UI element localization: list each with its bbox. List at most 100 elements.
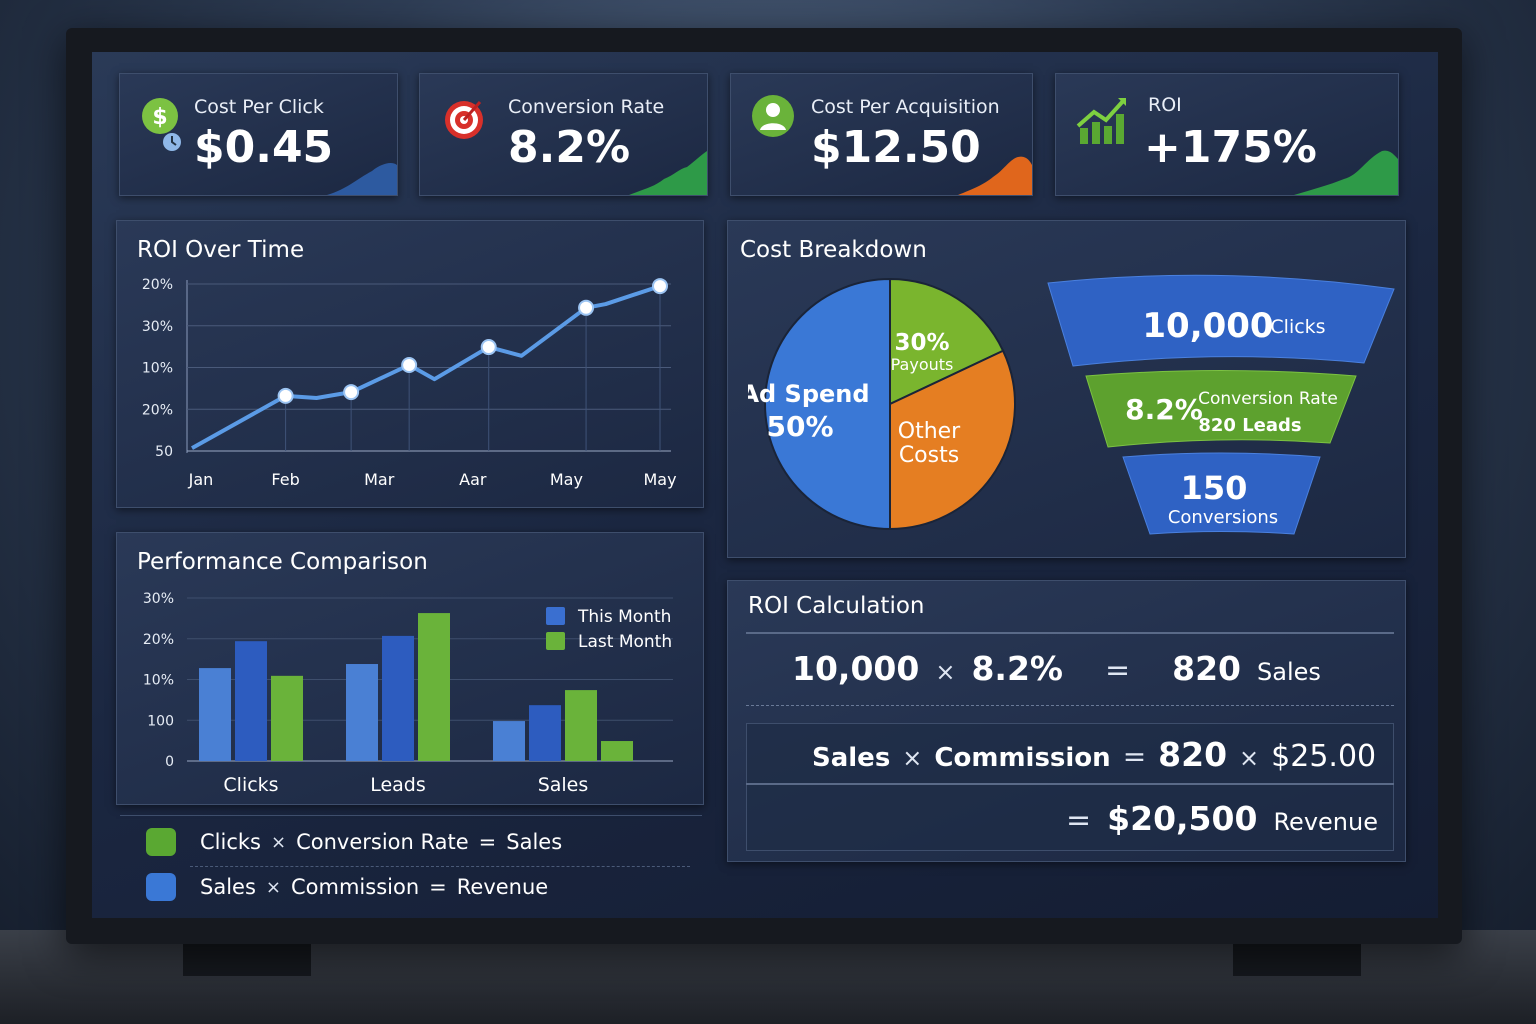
times-operator: × — [270, 831, 287, 853]
calc-term: Sales — [812, 743, 891, 773]
calc-unit: Sales — [1257, 658, 1321, 686]
equals-operator: = — [429, 875, 447, 899]
calc-term: 820 — [1172, 649, 1242, 688]
x-tick-label: May — [643, 470, 676, 489]
calc-term: 820 — [1158, 735, 1228, 774]
legend-swatch — [546, 607, 565, 625]
formula-term: Commission — [291, 875, 420, 899]
green-user-icon — [146, 828, 176, 856]
formula-term: Sales — [506, 830, 563, 854]
data-point — [401, 356, 418, 373]
bar-clicks — [235, 641, 267, 761]
target-icon — [445, 101, 483, 139]
pie-slice-payouts — [889, 277, 1005, 406]
slice-value: 30% — [894, 330, 949, 356]
funnel-value: 8.2% — [1125, 393, 1203, 426]
slice-value: 50% — [766, 410, 833, 443]
sparkline — [958, 156, 1032, 195]
calc-term: 10,000 — [792, 649, 920, 688]
bar-sales — [493, 721, 525, 761]
calc-row-commission: Sales × Commission = 820 × $25.00 — [812, 735, 1376, 774]
panel-title: Performance Comparison — [137, 549, 428, 575]
formula-term: Clicks — [200, 830, 261, 854]
bar-sales — [601, 741, 633, 761]
growth-chart-icon — [1076, 98, 1126, 144]
times-operator: × — [935, 658, 956, 686]
kpi-label: Conversion Rate — [508, 96, 665, 118]
kpi-cost-per-acquisition[interactable]: Cost Per Acquisition $12.50 — [730, 73, 1033, 196]
calc-unit: Revenue — [1273, 808, 1378, 836]
sparkline — [629, 151, 707, 195]
x-tick-label: Leads — [370, 774, 426, 796]
performance-bar-chart: 0 100 10% 20% 30% Clicks Leads Sales This Month L… — [143, 591, 673, 796]
bar-clicks — [199, 668, 231, 761]
kpi-value: $12.50 — [811, 122, 981, 173]
legend-label: Last Month — [578, 632, 672, 652]
divider — [120, 815, 702, 816]
funnel-stage-conversions — [1122, 452, 1321, 535]
divider — [746, 783, 1394, 785]
calc-term: $25.00 — [1271, 739, 1377, 774]
pie-slice-ad-spend — [764, 277, 891, 531]
funnel-label: Conversions — [1168, 507, 1278, 528]
calc-term: Commission — [934, 743, 1111, 773]
bar-leads — [346, 664, 378, 761]
x-tick-label: Clicks — [223, 774, 278, 796]
funnel-value: 10,000 — [1142, 306, 1273, 346]
monitor-stand — [1233, 940, 1361, 976]
divider — [746, 705, 1394, 706]
calc-box — [746, 723, 1394, 851]
x-tick-label: Mar — [364, 470, 395, 489]
bar-sales — [565, 690, 597, 761]
equals-operator: = — [1104, 653, 1131, 688]
calc-term: 8.2% — [971, 649, 1063, 688]
funnel-label: Conversion Rate — [1198, 389, 1338, 409]
y-tick-label: 100 — [147, 713, 174, 729]
kpi-value: $0.45 — [194, 122, 334, 173]
equals-operator: = — [1122, 740, 1147, 773]
divider — [746, 632, 1394, 634]
y-tick-label: 20% — [142, 402, 173, 418]
panel-title: Cost Breakdown — [740, 237, 927, 263]
y-tick-label: 10% — [142, 361, 173, 377]
kpi-label: Cost Per Click — [194, 96, 324, 118]
user-icon — [752, 95, 794, 137]
data-point — [652, 278, 668, 295]
x-tick-label: Aar — [459, 470, 487, 489]
y-tick-label: 10% — [143, 673, 174, 689]
roi-line-chart: 50 20% 10% 30% 20% Jan Feb Mar Aar May May — [142, 277, 677, 489]
kpi-conversion-rate[interactable]: Conversion Rate 8.2% — [419, 73, 708, 196]
kpi-value: 8.2% — [508, 122, 631, 173]
slice-label: Costs — [899, 443, 959, 468]
dollar-coin-icon: $ — [142, 98, 181, 151]
y-tick-label: 30% — [143, 591, 174, 607]
funnel-label: 820 Leads — [1198, 415, 1301, 436]
formula-term: Revenue — [456, 875, 549, 899]
x-tick-label: Jan — [188, 470, 214, 489]
slice-label: Payouts — [891, 355, 954, 374]
kpi-roi[interactable]: ROI +175% — [1055, 73, 1399, 196]
formula-term: Sales — [200, 875, 256, 899]
x-tick-label: Sales — [538, 774, 589, 796]
funnel-stage-clicks — [1047, 274, 1395, 367]
data-point — [578, 299, 595, 316]
equals-operator: = — [478, 830, 497, 854]
slice-label: Other — [898, 419, 961, 444]
monitor-stand — [183, 940, 311, 976]
data-point — [343, 384, 360, 401]
panel-title: ROI Calculation — [748, 593, 925, 619]
data-point — [277, 387, 294, 404]
slice-label: Ad Spend — [748, 380, 870, 408]
funnel-stage-leads — [1085, 370, 1357, 448]
bar-leads — [382, 635, 414, 761]
legend-label: This Month — [577, 607, 671, 627]
formula-term: Conversion Rate — [296, 830, 469, 854]
sparkline — [1294, 150, 1398, 195]
formula-sales: Clicks × Conversion Rate = Sales — [146, 828, 562, 856]
kpi-cost-per-click[interactable]: $ Cost Per Click $0.45 — [119, 73, 398, 196]
kpi-label: Cost Per Acquisition — [811, 96, 1000, 118]
calc-row-revenue: = $20,500 Revenue — [1066, 799, 1378, 838]
kpi-label: ROI — [1148, 94, 1182, 116]
bar-leads — [418, 613, 450, 761]
